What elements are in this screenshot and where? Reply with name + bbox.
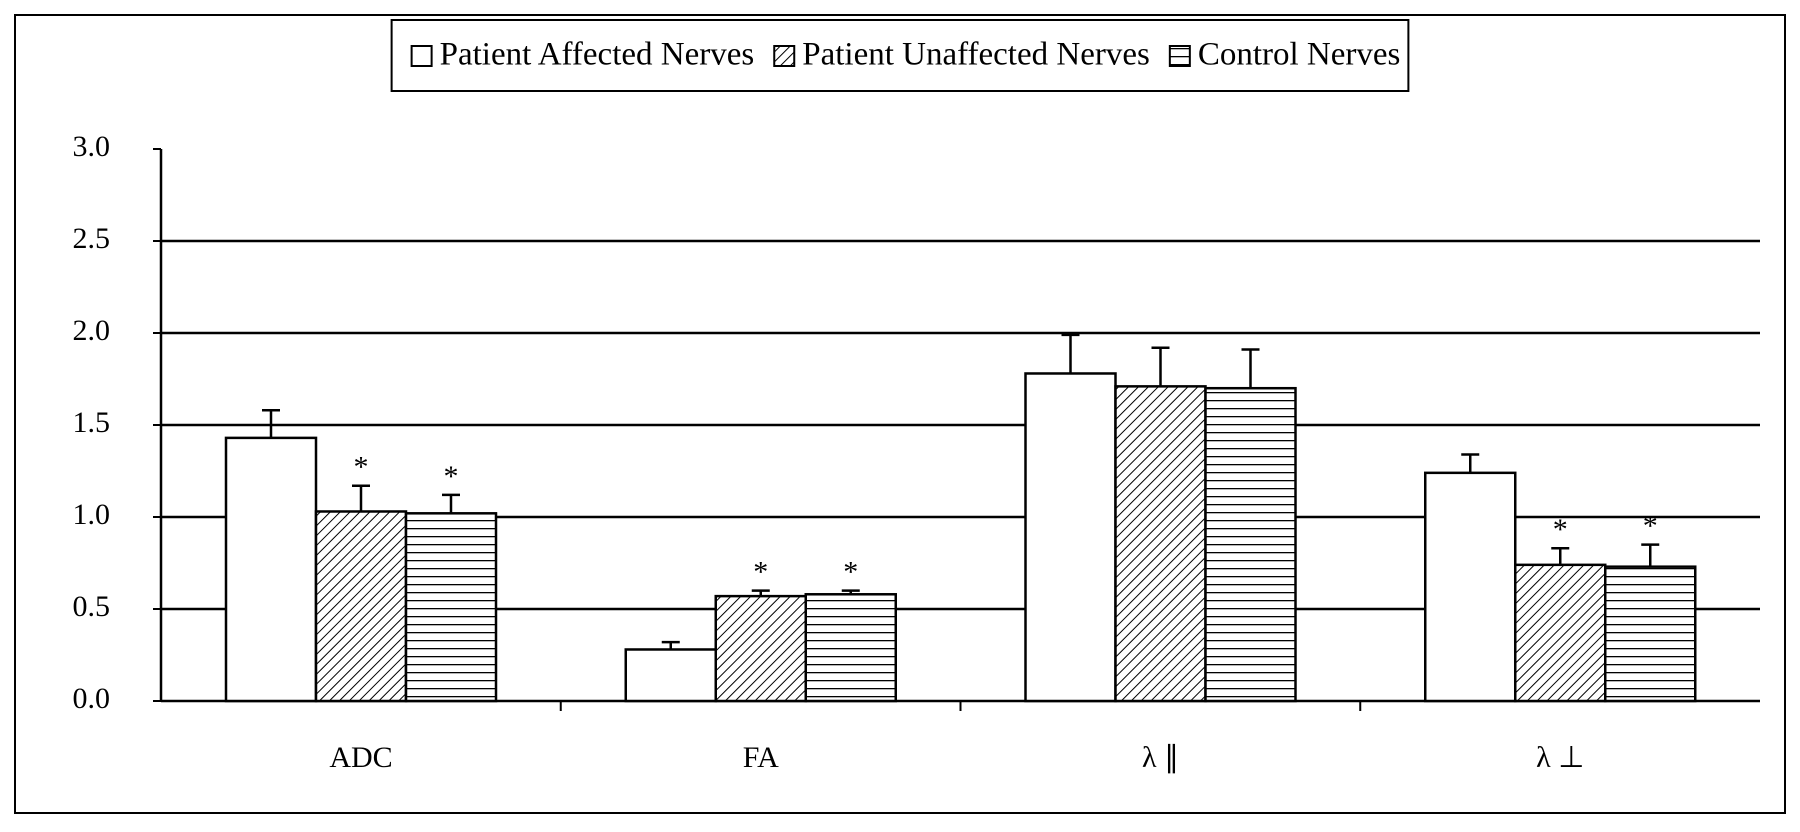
x-tick-label: λ ⊥: [1536, 741, 1584, 774]
x-tick-label: λ ∥: [1142, 741, 1179, 774]
bar: [314, 510, 408, 703]
legend-label: Patient Affected Nerves: [440, 37, 755, 73]
legend-swatch: [773, 45, 796, 67]
significance-marker: *: [1643, 509, 1658, 542]
bar: [1604, 565, 1697, 703]
bar: [1114, 385, 1207, 703]
bar: [714, 594, 807, 703]
bar: [1024, 372, 1117, 703]
significance-marker: *: [843, 555, 858, 588]
bar: [1204, 386, 1297, 703]
significance-marker: *: [444, 460, 459, 493]
significance-marker: *: [753, 555, 768, 588]
bar: [1424, 471, 1517, 703]
legend-label: Patient Unaffected Nerves: [802, 37, 1150, 73]
x-tick-label: FA: [743, 741, 779, 774]
significance-marker: *: [354, 451, 369, 484]
y-tick-label: 2.0: [73, 314, 111, 347]
y-tick-label: 1.5: [73, 406, 111, 439]
x-tick-label: ADC: [329, 741, 392, 774]
y-tick-label: 0.5: [73, 590, 111, 623]
legend-swatch: [410, 45, 433, 67]
legend-swatch: [1168, 45, 1191, 67]
y-tick-label: 1.0: [73, 498, 111, 531]
bar: [1514, 563, 1607, 703]
y-tick-label: 2.5: [73, 222, 111, 255]
significance-marker: *: [1553, 513, 1568, 546]
bar: [404, 512, 498, 703]
y-tick-label: 3.0: [73, 130, 111, 163]
bar: [224, 436, 318, 703]
y-tick-label: 0.0: [73, 682, 111, 715]
legend-box: [390, 19, 1410, 92]
legend-label: Control Nerves: [1198, 37, 1401, 73]
bar: [624, 648, 717, 703]
bar: [804, 593, 897, 703]
